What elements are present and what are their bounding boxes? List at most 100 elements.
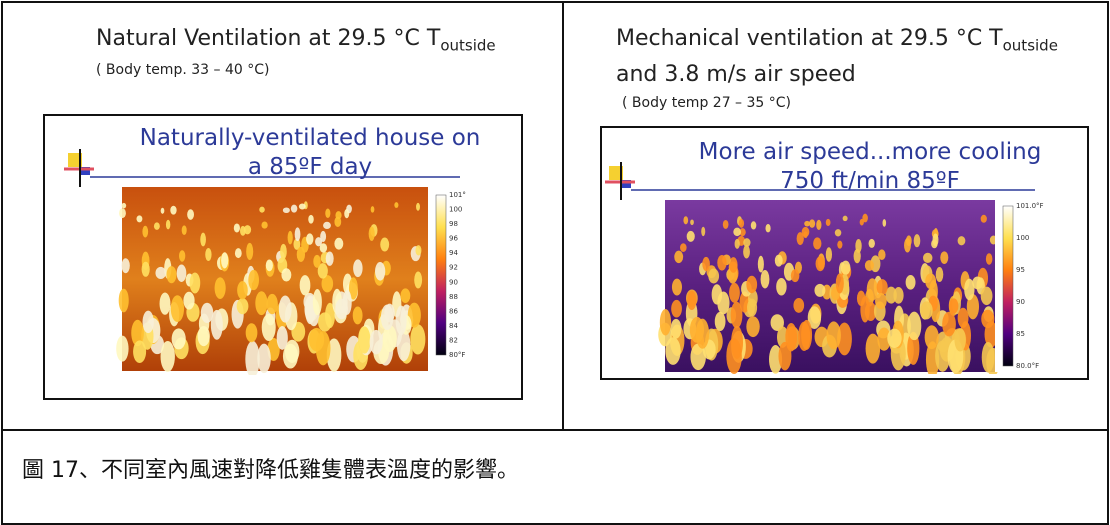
- bird: [172, 328, 186, 349]
- divider-v: [562, 1, 564, 431]
- bird: [809, 219, 815, 227]
- bird: [401, 288, 411, 303]
- bird: [717, 255, 726, 271]
- bird: [198, 326, 210, 346]
- bird: [215, 277, 226, 299]
- bird: [855, 239, 861, 253]
- bird: [914, 234, 921, 247]
- scale-label: 96: [449, 235, 458, 243]
- bird: [981, 215, 987, 223]
- bird: [940, 251, 948, 264]
- panel-subtitle: ( Body temp 27 – 35 °C): [622, 95, 791, 111]
- bird: [371, 206, 375, 212]
- bird: [334, 238, 343, 250]
- bird: [925, 273, 936, 289]
- bird: [907, 312, 921, 341]
- bird: [381, 305, 394, 331]
- bird: [300, 275, 311, 295]
- bird: [133, 340, 146, 363]
- bird: [765, 224, 770, 232]
- bird: [383, 325, 397, 352]
- bird: [358, 326, 370, 353]
- text: outside: [1003, 36, 1058, 54]
- bird: [179, 250, 185, 261]
- bird: [731, 326, 743, 359]
- bird: [791, 269, 800, 282]
- bird: [803, 231, 807, 238]
- bird: [396, 305, 407, 335]
- bird: [167, 266, 177, 283]
- bird: [743, 245, 750, 258]
- bird: [869, 239, 875, 248]
- bird: [972, 277, 983, 290]
- bird: [982, 342, 995, 373]
- bird: [712, 284, 722, 304]
- scale-label: 100: [449, 206, 462, 214]
- bird: [836, 273, 844, 293]
- text: outside: [440, 36, 495, 54]
- bird: [205, 248, 211, 261]
- bird: [776, 278, 786, 296]
- bird: [835, 229, 842, 236]
- bird: [797, 232, 804, 245]
- bird: [335, 299, 348, 320]
- bird: [793, 298, 804, 313]
- bird: [190, 272, 201, 293]
- bird: [416, 203, 420, 211]
- bird: [683, 216, 688, 224]
- bird: [751, 221, 757, 229]
- bird: [344, 209, 349, 218]
- text: Mechanical ventilation at 29.5 °C T: [616, 26, 1003, 51]
- bird: [380, 238, 389, 252]
- scale-label: 86: [449, 307, 458, 315]
- panel-subtitle: ( Body temp. 33 – 40 °C): [96, 62, 269, 78]
- bird: [981, 310, 994, 329]
- bird: [746, 276, 757, 293]
- scale-label: 94: [449, 249, 458, 257]
- bird: [170, 206, 176, 215]
- bird: [702, 257, 710, 271]
- bird: [410, 324, 425, 354]
- bird: [904, 238, 911, 252]
- bird: [257, 344, 271, 373]
- bird: [261, 222, 267, 229]
- bird: [687, 291, 696, 310]
- bird: [813, 237, 821, 249]
- bird: [266, 259, 273, 271]
- bird: [267, 294, 278, 314]
- bird: [672, 279, 682, 296]
- bird: [326, 251, 334, 265]
- bird: [758, 256, 764, 273]
- bird: [154, 222, 160, 229]
- bird: [826, 219, 831, 226]
- page: Natural Ventilation at 29.5 °C Toutside …: [0, 0, 1110, 515]
- bird: [323, 222, 331, 229]
- bird: [160, 293, 171, 315]
- bird: [414, 272, 422, 289]
- bird: [259, 207, 265, 213]
- bird: [201, 303, 213, 323]
- bird: [731, 302, 743, 329]
- bird: [200, 233, 206, 247]
- bird: [826, 247, 832, 261]
- text: Natural Ventilation at 29.5 °C T: [96, 26, 440, 51]
- bird: [119, 289, 129, 313]
- bird: [761, 270, 770, 288]
- bird: [958, 236, 966, 245]
- bird: [279, 295, 292, 322]
- bird: [313, 255, 320, 268]
- bird: [843, 216, 848, 221]
- scale-label: 92: [449, 264, 458, 272]
- bird: [729, 283, 740, 303]
- bird: [262, 314, 276, 341]
- bird: [785, 323, 797, 352]
- scale-label: 80.0°F: [1016, 362, 1039, 370]
- bird: [370, 330, 383, 355]
- bird: [306, 233, 313, 244]
- bird: [887, 329, 901, 348]
- bird: [235, 248, 242, 258]
- bird: [121, 258, 129, 273]
- bird: [804, 221, 810, 227]
- bird: [671, 319, 682, 339]
- bird: [949, 298, 958, 313]
